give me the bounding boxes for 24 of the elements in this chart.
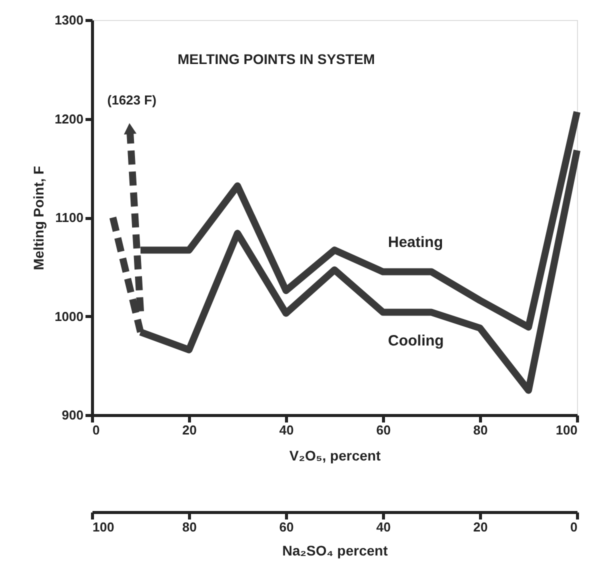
annotation: (1623 F) [107, 92, 156, 108]
series-label: Heating [388, 234, 444, 251]
x2-tick-label: 60 [279, 520, 294, 534]
x-tick-label: 60 [376, 422, 391, 438]
x2-tick-label: 0 [570, 520, 578, 534]
x-tick-label: 0 [92, 422, 100, 438]
y-axis-title: Melting Point, F [30, 165, 47, 270]
x-tick-label: 40 [279, 422, 294, 438]
series-label: Cooling [388, 332, 444, 350]
y-tick-label: 1200 [54, 111, 84, 126]
x-axis-title: V₂O₅, percent [289, 448, 381, 464]
text: MELTING POINTS IN SYSTEM [178, 51, 375, 67]
x2-tick-label: 40 [376, 520, 391, 534]
x2-tick-label: 80 [182, 520, 197, 534]
y-tick-label: 1000 [54, 308, 84, 324]
x-tick-label: 100 [556, 422, 578, 438]
x-tick-label: 80 [473, 422, 488, 438]
y-tick-label: 1300 [54, 12, 84, 28]
x-tick-label: 20 [182, 422, 197, 438]
y-tick-label: 900 [62, 408, 84, 422]
x2-axis-title: Na₂SO₄ percent [282, 542, 388, 558]
x2-tick-label: 20 [473, 520, 488, 534]
y-tick-label: 1100 [55, 210, 84, 225]
x2-tick-label: 100 [92, 520, 114, 534]
